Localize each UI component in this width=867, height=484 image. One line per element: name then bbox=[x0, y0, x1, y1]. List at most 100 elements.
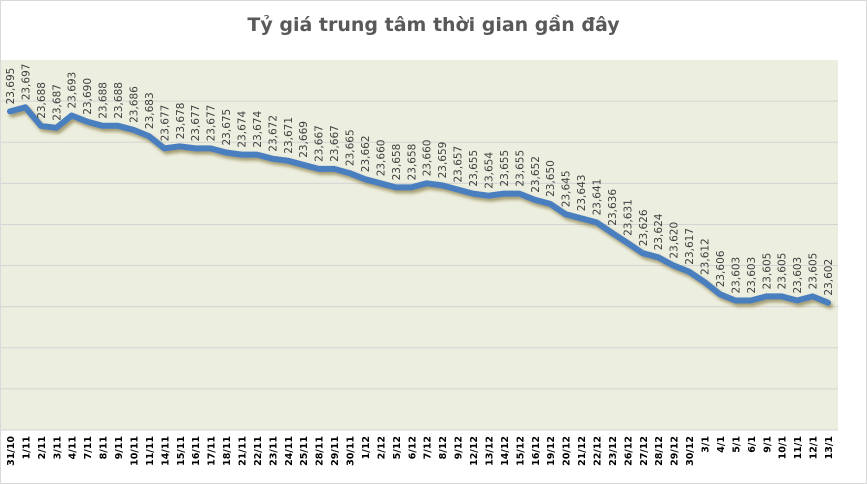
x-tick-label: 9/12 bbox=[454, 436, 465, 459]
x-tick-label: 5/1 bbox=[731, 436, 742, 453]
x-tick-label: 2/11 bbox=[37, 436, 48, 459]
data-label: 23,662 bbox=[360, 135, 372, 172]
x-tick-label: 20/12 bbox=[562, 436, 573, 466]
x-tick-label: 4/11 bbox=[68, 436, 79, 459]
x-tick-label: 22/11 bbox=[253, 436, 264, 466]
data-label: 23,693 bbox=[67, 72, 79, 109]
data-label: 23,636 bbox=[607, 189, 619, 226]
data-label: 23,675 bbox=[221, 109, 233, 146]
x-tick-label: 6/1 bbox=[747, 436, 758, 453]
x-tick-label: 5/12 bbox=[392, 436, 403, 459]
series-line bbox=[7, 104, 831, 306]
data-label: 23,605 bbox=[777, 253, 789, 290]
x-tick-label: 30/12 bbox=[685, 436, 696, 466]
data-label: 23,677 bbox=[190, 105, 202, 142]
data-label: 23,650 bbox=[545, 160, 557, 197]
x-tick-label: 21/11 bbox=[238, 436, 249, 466]
data-label: 23,665 bbox=[345, 129, 357, 166]
x-tick-label: 31/10 bbox=[6, 436, 17, 466]
x-tick-label: 11/11 bbox=[145, 436, 156, 466]
data-label: 23,641 bbox=[592, 179, 604, 216]
x-tick-label: 4/1 bbox=[716, 436, 727, 453]
x-tick-label: 28/12 bbox=[654, 436, 665, 466]
x-tick-label: 1/11 bbox=[21, 436, 32, 459]
x-tick-label: 10/11 bbox=[130, 436, 141, 466]
x-tick-label: 17/11 bbox=[207, 436, 218, 466]
data-label: 23,658 bbox=[406, 144, 418, 181]
x-tick-label: 15/12 bbox=[515, 436, 526, 466]
x-tick-label: 25/11 bbox=[299, 436, 310, 466]
x-tick-label: 13/12 bbox=[485, 436, 496, 466]
data-label: 23,660 bbox=[375, 140, 387, 177]
gridlines bbox=[1, 100, 838, 431]
x-tick-label: 7/11 bbox=[83, 436, 94, 459]
x-tick-label: 24/11 bbox=[284, 436, 295, 466]
x-tick-label: 15/11 bbox=[176, 436, 187, 466]
x-tick-label: 19/12 bbox=[546, 436, 557, 466]
data-label: 23,687 bbox=[51, 84, 63, 121]
x-tick-label: 6/12 bbox=[407, 436, 418, 459]
data-label: 23,605 bbox=[761, 253, 773, 290]
x-tick-label: 9/1 bbox=[762, 436, 773, 453]
data-label: 23,657 bbox=[453, 146, 465, 183]
x-tick-label: 16/12 bbox=[531, 436, 542, 466]
data-label: 23,677 bbox=[206, 105, 218, 142]
data-label: 23,603 bbox=[730, 257, 742, 294]
x-tick-label: 7/12 bbox=[423, 436, 434, 459]
data-label: 23,688 bbox=[98, 82, 110, 119]
x-tick-label: 18/11 bbox=[222, 436, 233, 466]
x-tick-label: 16/11 bbox=[191, 436, 202, 466]
data-label: 23,652 bbox=[530, 156, 542, 193]
x-tick-label: 9/11 bbox=[114, 436, 125, 459]
data-label: 23,660 bbox=[422, 140, 434, 177]
data-label: 23,686 bbox=[129, 86, 141, 123]
data-label: 23,655 bbox=[514, 150, 526, 187]
plot-area bbox=[1, 60, 838, 430]
x-tick-label: 29/11 bbox=[330, 436, 341, 466]
x-axis-ticks: 31/10 1/11 2/11 3/11 4/11 7/11 8/11 9/11 10/11 11… bbox=[6, 436, 835, 466]
x-tick-label: 27/12 bbox=[639, 436, 650, 466]
data-label: 23,672 bbox=[267, 115, 279, 152]
x-tick-label: 28/11 bbox=[315, 436, 326, 466]
data-label: 23,688 bbox=[36, 82, 48, 119]
data-label: 23,671 bbox=[283, 117, 295, 154]
x-tick-label: 10/1 bbox=[778, 436, 789, 459]
data-label: 23,674 bbox=[237, 111, 249, 148]
x-tick-label: 14/12 bbox=[500, 436, 511, 466]
data-label: 23,655 bbox=[468, 150, 480, 187]
data-label: 23,603 bbox=[746, 257, 758, 294]
data-label: 23,612 bbox=[700, 238, 712, 275]
data-label: 23,606 bbox=[715, 250, 727, 287]
data-label: 23,624 bbox=[653, 213, 665, 250]
x-tick-label: 23/11 bbox=[268, 436, 279, 466]
data-label: 23,658 bbox=[391, 144, 403, 181]
data-label: 23,688 bbox=[113, 82, 125, 119]
data-label: 23,605 bbox=[808, 253, 820, 290]
data-label: 23,674 bbox=[252, 111, 264, 148]
data-label: 23,617 bbox=[684, 228, 696, 265]
data-label: 23,695 bbox=[5, 68, 17, 105]
data-label: 23,667 bbox=[329, 125, 341, 162]
data-label: 23,690 bbox=[82, 78, 94, 115]
x-tick-label: 12/1 bbox=[809, 436, 820, 459]
data-label: 23,669 bbox=[298, 121, 310, 158]
x-tick-label: 8/11 bbox=[99, 436, 110, 459]
data-label: 23,667 bbox=[314, 125, 326, 162]
chart-title: Tỷ giá trung tâm thời gian gần đây bbox=[247, 14, 620, 36]
x-tick-label: 8/12 bbox=[438, 436, 449, 459]
data-label: 23,659 bbox=[437, 142, 449, 179]
data-label: 23,603 bbox=[792, 257, 804, 294]
x-tick-label: 12/12 bbox=[469, 436, 480, 466]
x-tick-label: 2/12 bbox=[376, 436, 387, 459]
data-label: 23,643 bbox=[576, 175, 588, 212]
data-label: 23,602 bbox=[823, 259, 835, 296]
x-tick-label: 1/12 bbox=[361, 436, 372, 459]
data-label: 23,677 bbox=[159, 105, 171, 142]
data-label: 23,678 bbox=[175, 103, 187, 140]
x-tick-label: 29/12 bbox=[670, 436, 681, 466]
x-tick-label: 13/1 bbox=[824, 436, 835, 459]
series-line-group bbox=[7, 104, 831, 306]
x-tick-label: 30/11 bbox=[346, 436, 357, 466]
